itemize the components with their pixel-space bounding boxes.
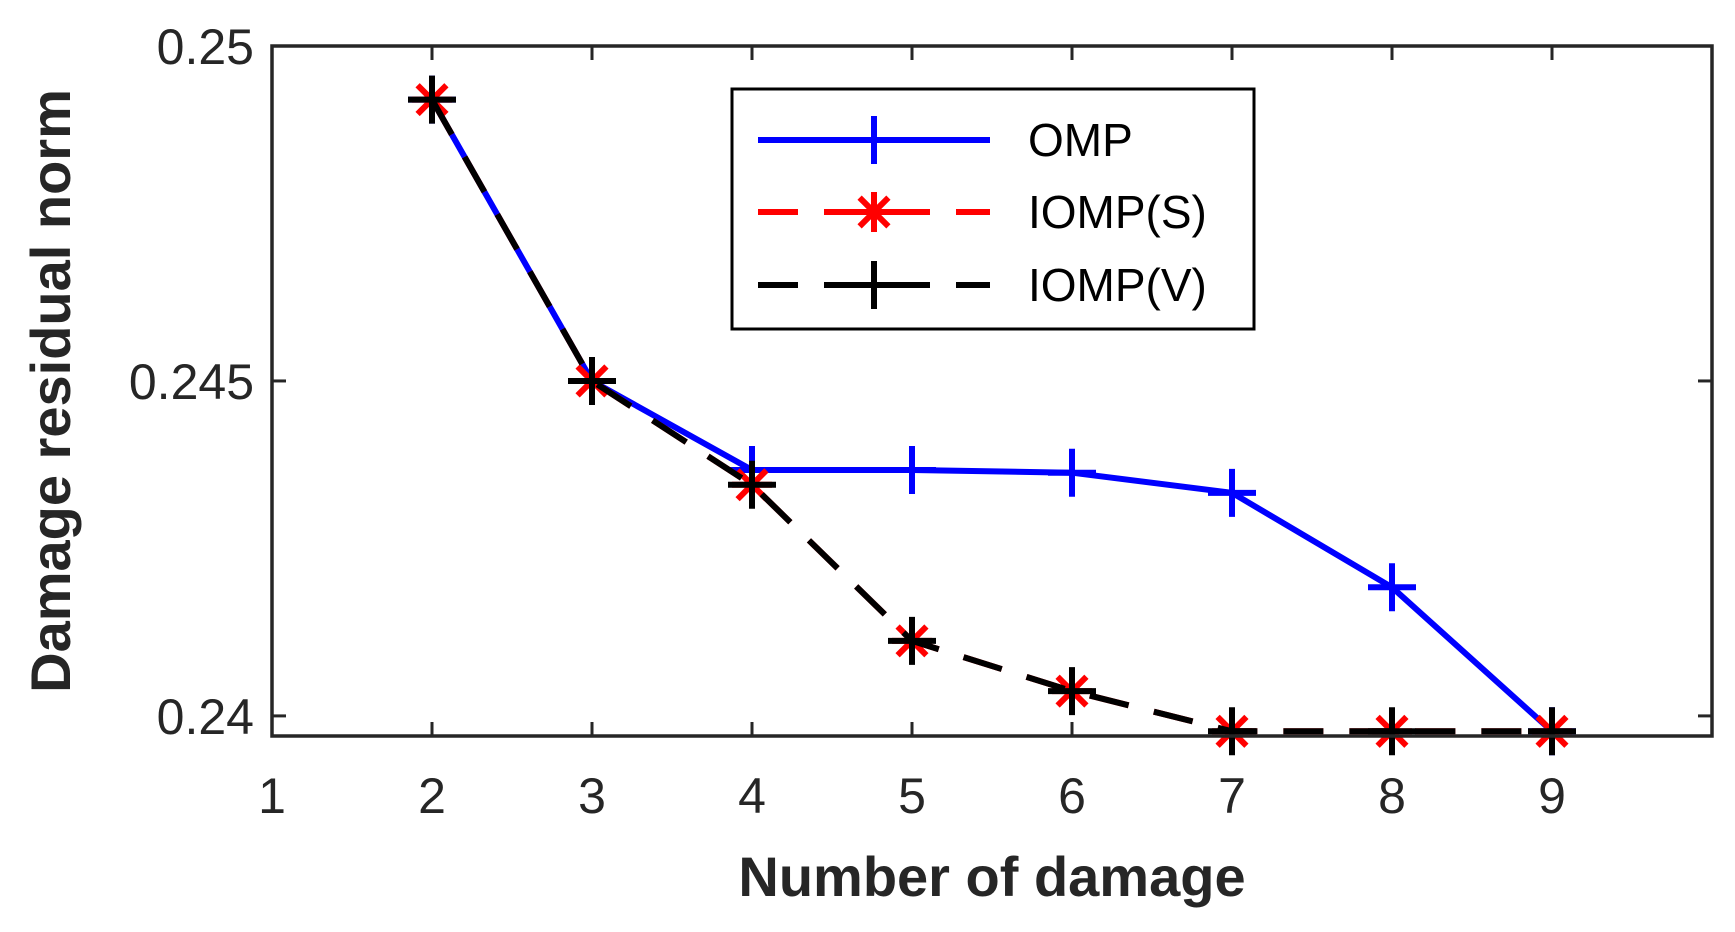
data-point-iomp-v (408, 75, 456, 124)
data-point-iomp-v (728, 460, 776, 509)
y-tick-label: 0.25 (157, 19, 254, 75)
legend-label-iomp-v: IOMP(V) (1028, 259, 1207, 311)
legend-item-iomp-v: IOMP(V) (758, 259, 1207, 311)
x-tick-label: 8 (1378, 768, 1406, 824)
x-tick-label: 2 (418, 768, 446, 824)
legend-marker-omp (850, 116, 898, 164)
x-tick-label: 1 (258, 768, 286, 824)
legend: OMP IOMP(S) IOMP(V) (730, 87, 1256, 331)
data-point-omp (1048, 448, 1096, 497)
legend-box (730, 87, 1256, 331)
series-line-iomp-v (429, 98, 1552, 735)
data-point-iomp-v (568, 356, 616, 405)
x-tick-label: 7 (1218, 768, 1246, 824)
x-tick-label: 3 (578, 768, 606, 824)
legend-label-iomp-s: IOMP(S) (1028, 186, 1207, 238)
x-axis-title: Number of damage (738, 845, 1245, 908)
x-tick-label: 5 (898, 768, 926, 824)
x-tick-label: 9 (1538, 768, 1566, 824)
data-point-iomp-v (1208, 707, 1256, 756)
data-point-iomp-v (1368, 707, 1416, 756)
data-point-iomp-v (1528, 707, 1576, 756)
legend-item-iomp-s: IOMP(S) (758, 186, 1207, 238)
y-axis-title: Damage residual norm (19, 89, 82, 693)
legend-marker-iomp-v (850, 261, 898, 309)
y-tick-label: 0.245 (129, 354, 254, 410)
tick-labels: 1 2 3 4 5 6 7 8 9 0.24 0.245 0.25 (129, 19, 1566, 824)
legend-item-omp: OMP (758, 114, 1133, 166)
legend-marker-iomp-s (854, 192, 894, 232)
series-layer (408, 75, 1576, 756)
series-iomp-v (408, 75, 1576, 756)
plot-frame (270, 44, 1714, 738)
data-point-omp (1208, 468, 1256, 517)
data-point-iomp-v (1048, 667, 1096, 716)
x-tick-label: 4 (738, 768, 766, 824)
y-tick-label: 0.24 (157, 689, 254, 745)
marker-stroke (857, 195, 891, 229)
data-point-iomp-v (888, 616, 936, 665)
legend-label-omp: OMP (1028, 114, 1133, 166)
data-point-omp (888, 446, 936, 495)
x-tick-label: 6 (1058, 768, 1086, 824)
data-point-omp (1368, 563, 1416, 612)
